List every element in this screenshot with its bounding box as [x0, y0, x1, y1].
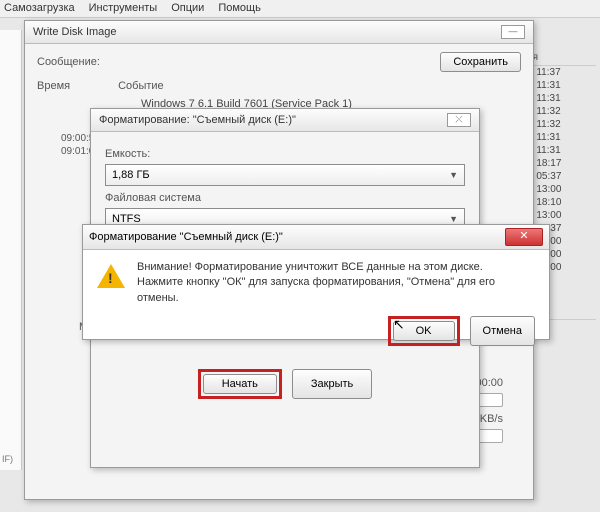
- start-format-button[interactable]: Начать: [203, 374, 277, 394]
- capacity-value: 1,88 ГБ: [112, 169, 150, 181]
- capacity-label: Емкость:: [105, 148, 465, 160]
- ok-button-highlight: OK: [388, 316, 460, 346]
- warning-icon: [97, 264, 125, 288]
- app-menubar: Самозагрузка Инструменты Опции Помощь: [0, 0, 600, 18]
- format-confirm-alert: Форматирование "Съемный диск (E:)" ✕ Вни…: [82, 224, 550, 340]
- ok-button[interactable]: OK: [393, 321, 455, 341]
- format-titlebar[interactable]: Форматирование: "Съемный диск (E:)" ⤬: [91, 109, 479, 132]
- write-disk-title: Write Disk Image: [33, 26, 501, 38]
- left-stub-label: IF): [2, 454, 13, 464]
- menu-tools[interactable]: Инструменты: [89, 2, 158, 15]
- cancel-button[interactable]: Отмена: [470, 316, 535, 346]
- capacity-select[interactable]: 1,88 ГБ ▼: [105, 164, 465, 186]
- save-button[interactable]: Сохранить: [440, 52, 521, 72]
- format-title: Форматирование: "Съемный диск (E:)": [99, 114, 447, 126]
- col-time-header: Время: [37, 80, 70, 92]
- close-icon[interactable]: ✕: [505, 228, 543, 246]
- menu-options[interactable]: Опции: [171, 2, 204, 15]
- minimize-icon[interactable]: —: [501, 25, 525, 39]
- menu-autoload[interactable]: Самозагрузка: [4, 2, 75, 15]
- alert-title: Форматирование "Съемный диск (E:)": [89, 231, 505, 243]
- alert-message: Внимание! Форматирование уничтожит ВСЕ д…: [137, 260, 535, 306]
- message-label: Сообщение:: [37, 56, 432, 68]
- left-panel-stub: IF): [0, 30, 22, 470]
- alert-line1: Внимание! Форматирование уничтожит ВСЕ д…: [137, 260, 535, 275]
- close-format-button[interactable]: Закрыть: [292, 369, 372, 399]
- start-button-highlight: Начать: [198, 369, 282, 399]
- dialog-minimize-icon[interactable]: ⤬: [447, 113, 471, 127]
- alert-line2: Нажмите кнопку "ОК" для запуска форматир…: [137, 275, 535, 306]
- col-event-header: Событие: [118, 80, 164, 92]
- menu-help[interactable]: Помощь: [218, 2, 261, 15]
- write-disk-titlebar[interactable]: Write Disk Image —: [25, 21, 533, 44]
- chevron-down-icon: ▼: [449, 170, 458, 180]
- alert-titlebar[interactable]: Форматирование "Съемный диск (E:)" ✕: [83, 225, 549, 250]
- chevron-down-icon: ▼: [449, 214, 458, 224]
- filesystem-label: Файловая система: [105, 192, 465, 204]
